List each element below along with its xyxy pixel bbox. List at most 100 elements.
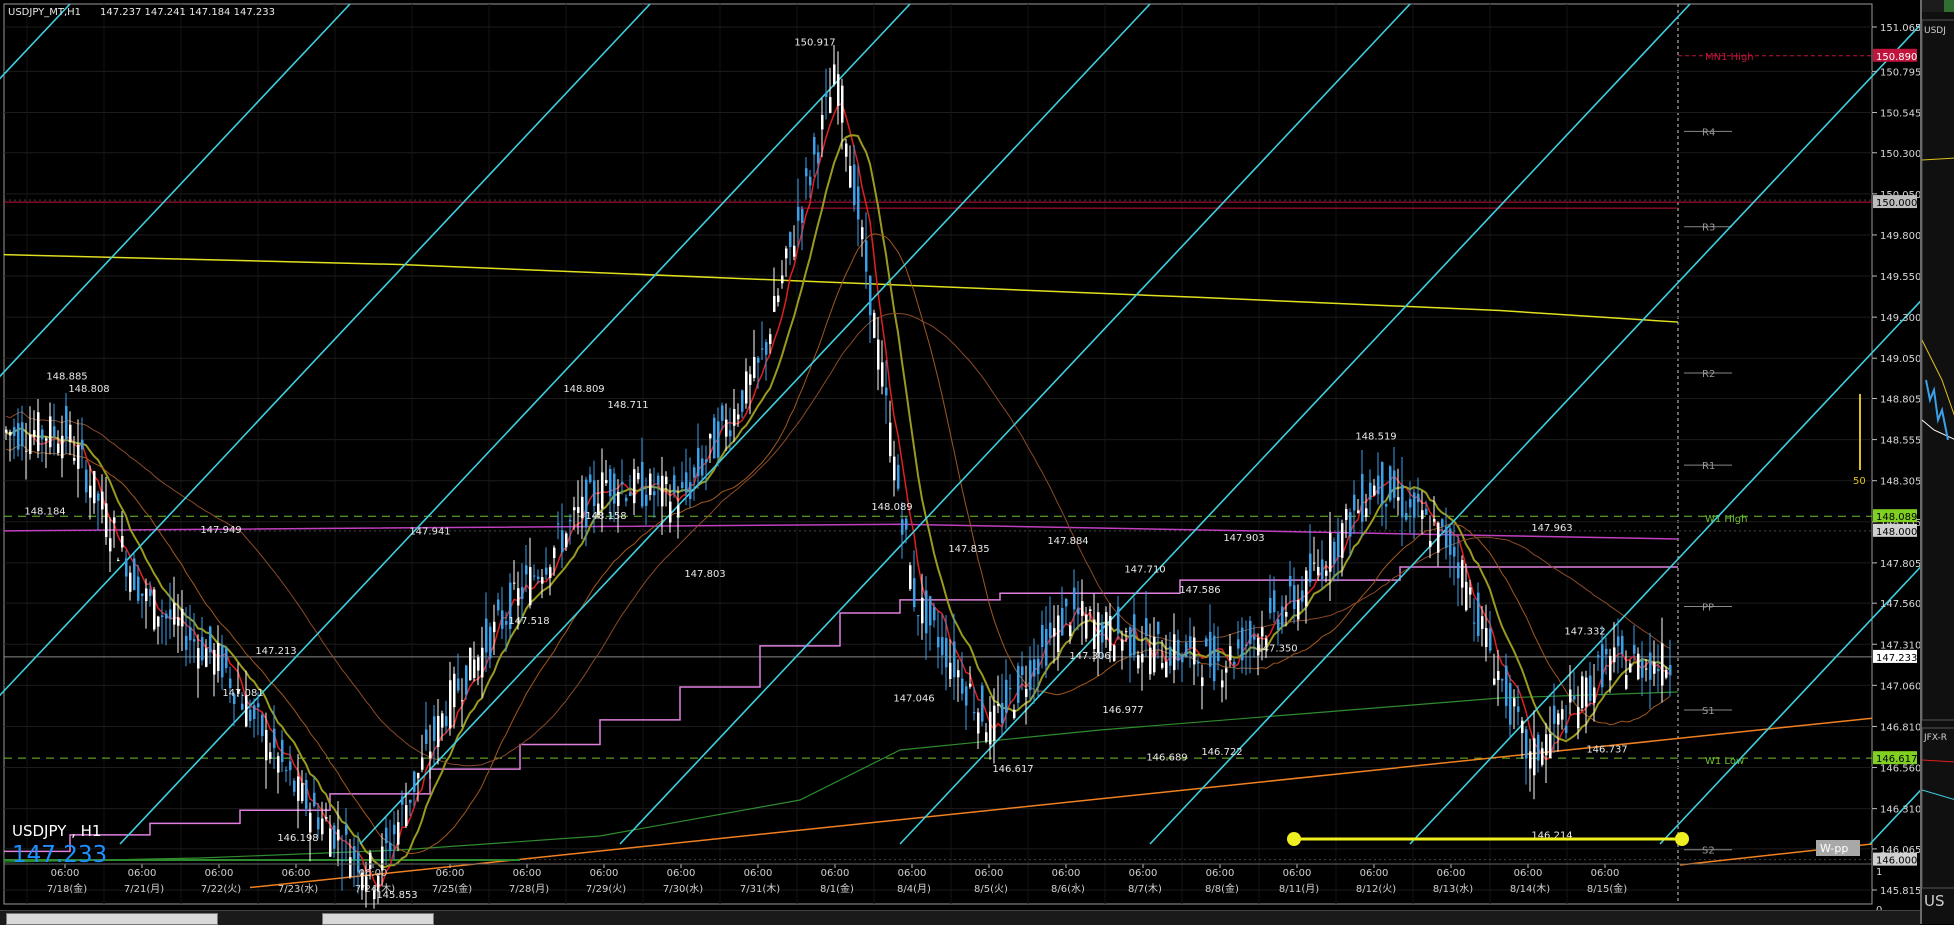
candle-body [1345, 508, 1348, 520]
candle-body [1581, 676, 1584, 709]
candle-body [1277, 619, 1280, 630]
level-label: R3 [1702, 223, 1715, 234]
w-pp-box [1816, 840, 1860, 856]
candle-body [125, 558, 128, 577]
candle-body [681, 482, 684, 489]
candle-body [1289, 575, 1292, 587]
candle-body [1393, 470, 1396, 498]
chart-tab-2[interactable] [322, 913, 434, 925]
candle-body [937, 636, 940, 648]
candle-body [993, 705, 996, 741]
time-date-label: 7/23(水) [278, 883, 318, 895]
candle-body [333, 825, 336, 849]
candle-body [1313, 562, 1316, 564]
candle-body [969, 683, 972, 687]
chart-tab-1[interactable] [6, 913, 218, 925]
candle-body [121, 536, 124, 548]
chart-tab-bar[interactable] [0, 910, 1920, 925]
candle-body [245, 695, 248, 727]
time-hour-label: 06:00 [590, 868, 619, 879]
candle-body [1213, 635, 1216, 682]
price-label: 147.213 [255, 646, 296, 657]
candle-body [1077, 608, 1080, 615]
candle-body [1197, 661, 1200, 664]
candle-body [741, 390, 744, 412]
candle-body [285, 770, 288, 772]
candle-body [793, 245, 796, 257]
candle-body [1137, 655, 1140, 669]
candle-body [1461, 560, 1464, 588]
range-tool-handle-left[interactable] [1287, 832, 1301, 846]
candle-body [581, 496, 584, 519]
candle-body [1129, 627, 1132, 657]
trend-line [249, 717, 1873, 889]
candle-body [625, 497, 628, 502]
candle-body [641, 462, 644, 507]
candle-body [561, 530, 564, 553]
candle-body [1089, 609, 1092, 612]
candle-body [301, 783, 304, 801]
candle-body [613, 473, 616, 504]
candle-body [749, 374, 752, 385]
range-tool-handle-right[interactable] [1675, 832, 1689, 846]
candle-body [197, 648, 200, 669]
level-label: PP [1702, 602, 1714, 613]
time-date-label: 8/14(木) [1510, 883, 1550, 895]
candle-body [277, 756, 280, 773]
candle-body [837, 74, 840, 106]
price-label: 148.885 [46, 371, 87, 382]
candle-body [1033, 659, 1036, 677]
candle-body [849, 165, 852, 188]
candle-body [365, 876, 368, 892]
candle-body [933, 607, 936, 621]
candle-body [1357, 510, 1360, 514]
price-label: 148.158 [585, 511, 626, 522]
time-date-label: 8/5(火) [974, 883, 1008, 895]
candle-body [1517, 706, 1520, 712]
candle-body [1553, 705, 1556, 724]
candle-body [1653, 661, 1656, 674]
candle-body [513, 582, 516, 584]
price-tick-label: 147.560 [1880, 599, 1921, 610]
adjacent-chart-strip[interactable]: USDJ JFX-R US [1920, 0, 1954, 924]
candle-body [1057, 615, 1060, 652]
candle-body [1025, 688, 1028, 697]
candle-body [113, 517, 116, 524]
candle-body [1365, 508, 1368, 517]
candle-body [17, 423, 20, 450]
candle-body [1545, 734, 1548, 756]
candle-body [1537, 734, 1540, 761]
candle-body [1301, 590, 1304, 602]
candle-body [1297, 599, 1300, 620]
candle-body [1513, 698, 1516, 707]
candle-body [1425, 508, 1428, 515]
candle-body [905, 518, 908, 530]
candle-body [461, 700, 464, 702]
candle-body [1633, 644, 1636, 654]
candle-body [533, 575, 536, 577]
price-label: 146.722 [1201, 747, 1242, 758]
candle-body [1505, 665, 1508, 706]
candle-body [645, 494, 648, 506]
candle-body [917, 615, 920, 617]
candle-body [1493, 678, 1496, 685]
candle-body [1225, 668, 1228, 673]
candle-body [337, 829, 340, 841]
candle-body [1421, 510, 1424, 519]
candle-body [1265, 638, 1268, 646]
candle-body [1645, 668, 1648, 670]
channel-line [899, 3, 1691, 845]
level-label: S2 [1702, 846, 1715, 857]
candle-body [157, 616, 160, 627]
price-label: 147.332 [1564, 627, 1605, 638]
candle-body [805, 168, 808, 177]
time-hour-label: 06:00 [436, 868, 465, 879]
channel-layer [0, 3, 1954, 845]
candle-body [1069, 625, 1072, 637]
price-label: 147.941 [409, 527, 450, 538]
price-label: 147.803 [684, 569, 725, 580]
strip-bottom-label: US [1924, 892, 1945, 910]
time-hour-label: 06:00 [744, 868, 773, 879]
time-date-label: 8/1(金) [820, 882, 854, 895]
